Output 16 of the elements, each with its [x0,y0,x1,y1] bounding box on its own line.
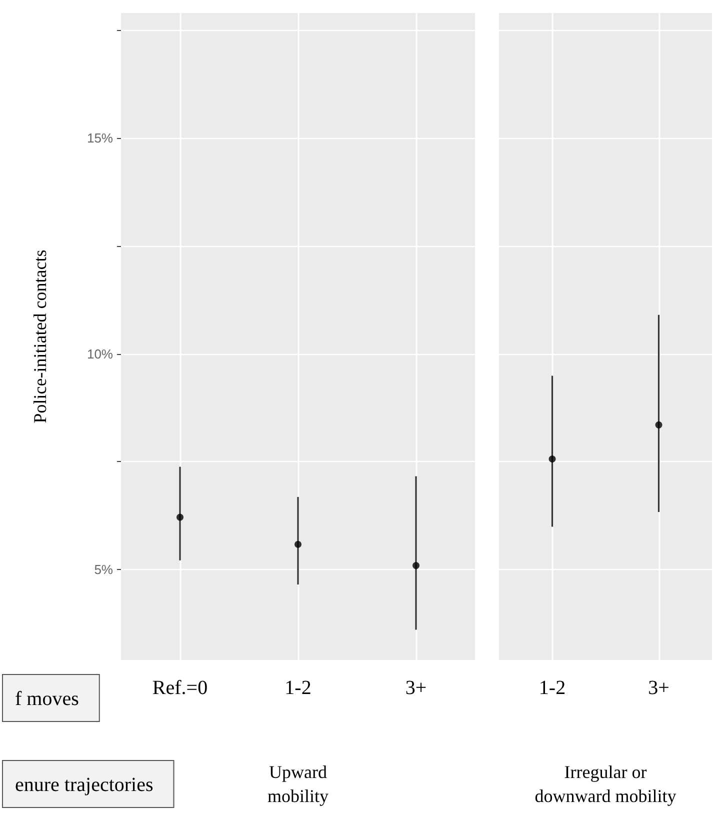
x-tick-label: 3+ [648,677,670,699]
x-tick-label: Ref.=0 [152,677,208,699]
y-tick-label: 15% [86,130,114,146]
point [176,514,184,521]
x-tick-label: 3+ [405,677,427,699]
text: enure trajectories [15,774,154,796]
x-axis-title: Upward mobility [267,762,329,806]
point [412,562,420,570]
y-tick-label: 5% [94,562,114,577]
x-tick-label: 1-2 [284,677,312,699]
x-tick-label: 1-2 [538,677,566,699]
point [294,540,302,548]
y-tick-label: 10% [86,346,114,362]
text: f moves [15,688,80,710]
y-axis-title: Police-initiated contacts [30,250,50,424]
x-axis-title: Irregular or downward mobility [534,762,676,806]
